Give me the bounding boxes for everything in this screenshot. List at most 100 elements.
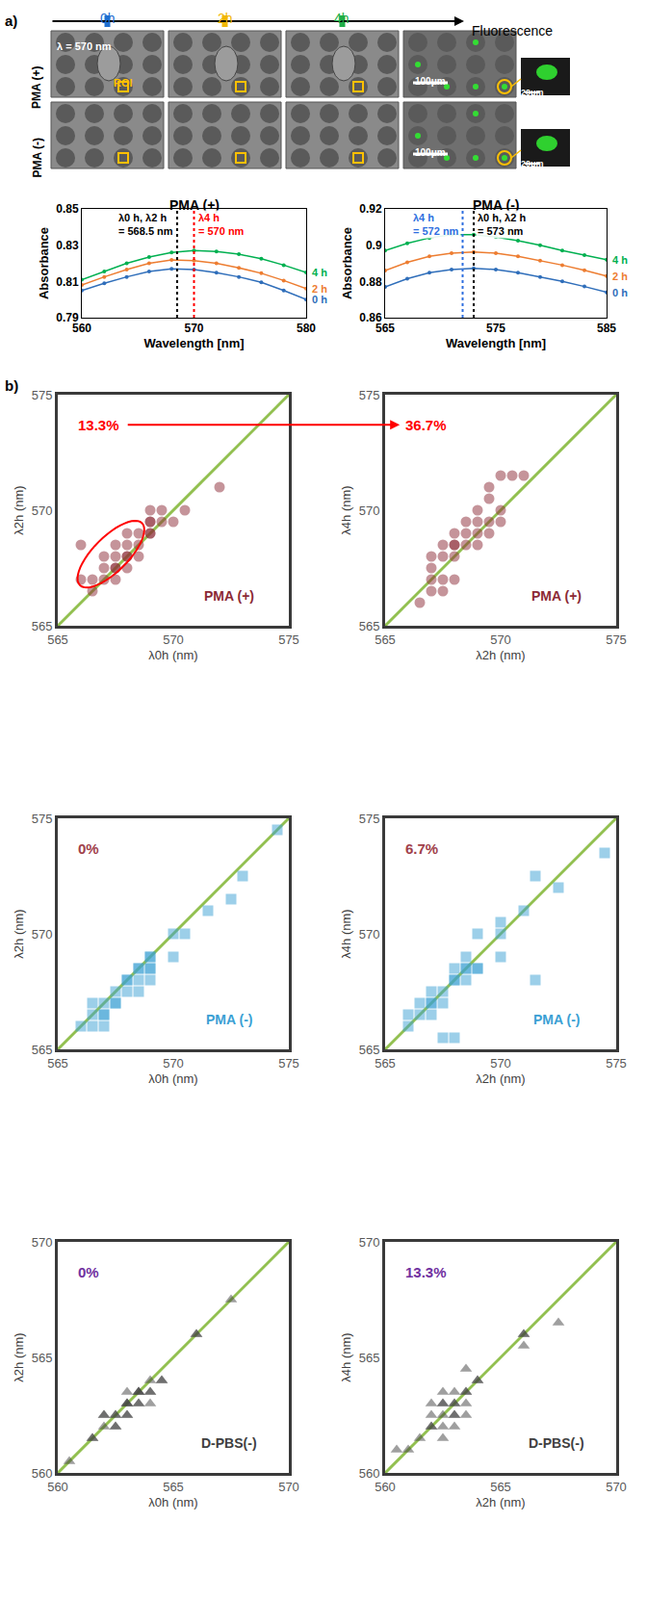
svg-text:585: 585 — [596, 321, 617, 336]
svg-text:560: 560 — [359, 1466, 381, 1481]
svg-text:Absorbance: Absorbance — [36, 227, 52, 300]
svg-text:PMA (-): PMA (-) — [472, 197, 519, 213]
svg-text:575: 575 — [278, 1056, 300, 1071]
svg-text:PMA (-): PMA (-) — [206, 1011, 253, 1028]
svg-text:570: 570 — [162, 632, 184, 647]
svg-text:20μm: 20μm — [520, 87, 544, 98]
svg-text:0.9: 0.9 — [365, 238, 383, 253]
svg-text:0.79: 0.79 — [55, 310, 79, 325]
svg-text:Absorbance: Absorbance — [339, 227, 355, 300]
svg-text:13.3%: 13.3% — [77, 416, 120, 434]
svg-text:Wavelength [nm]: Wavelength [nm] — [445, 336, 546, 351]
svg-text:575: 575 — [278, 632, 300, 647]
svg-text:570: 570 — [278, 1479, 300, 1495]
svg-text:0h: 0h — [100, 10, 116, 26]
svg-text:λ4h (nm): λ4h (nm) — [338, 485, 354, 535]
svg-text:575: 575 — [486, 321, 506, 336]
svg-text:565: 565 — [374, 1056, 396, 1071]
svg-text:570: 570 — [490, 632, 512, 647]
svg-text:PMA (-): PMA (-) — [533, 1011, 580, 1028]
svg-text:λ2h (nm): λ2h (nm) — [475, 647, 525, 663]
svg-text:570: 570 — [359, 927, 381, 942]
svg-text:560: 560 — [31, 1466, 53, 1481]
svg-text:λ4 h= 570 nm: λ4 h= 570 nm — [198, 211, 245, 237]
svg-text:560: 560 — [374, 1479, 396, 1495]
svg-text:565: 565 — [31, 1042, 53, 1058]
svg-text:575: 575 — [605, 632, 627, 647]
svg-text:570: 570 — [31, 1235, 53, 1250]
svg-text:565: 565 — [490, 1479, 512, 1495]
svg-text:λ4h (nm): λ4h (nm) — [338, 1332, 354, 1382]
svg-text:565: 565 — [359, 1350, 381, 1366]
svg-text:PMA (+): PMA (+) — [169, 197, 220, 213]
svg-text:λ0h (nm): λ0h (nm) — [148, 1071, 198, 1087]
svg-text:0.88: 0.88 — [359, 275, 383, 289]
svg-text:PMA (+): PMA (+) — [204, 588, 255, 604]
svg-text:λ2h (nm): λ2h (nm) — [475, 1071, 525, 1087]
svg-text:560: 560 — [72, 321, 92, 336]
svg-text:λ4 h= 572 nm: λ4 h= 572 nm — [413, 211, 460, 237]
svg-text:0.83: 0.83 — [55, 238, 79, 253]
svg-text:565: 565 — [375, 321, 395, 336]
svg-text:565: 565 — [31, 619, 53, 634]
svg-text:565: 565 — [47, 1056, 69, 1071]
svg-text:570: 570 — [359, 503, 381, 518]
svg-text:4 h: 4 h — [311, 266, 328, 279]
svg-text:λ = 570 nm: λ = 570 nm — [56, 40, 112, 52]
svg-text:2h: 2h — [217, 10, 233, 26]
svg-text:λ2h (nm): λ2h (nm) — [11, 1332, 26, 1382]
svg-text:565: 565 — [359, 1042, 381, 1058]
svg-text:575: 575 — [605, 1056, 627, 1071]
svg-text:565: 565 — [374, 632, 396, 647]
svg-text:565: 565 — [47, 632, 69, 647]
svg-text:575: 575 — [31, 388, 53, 403]
svg-text:575: 575 — [359, 388, 381, 403]
svg-text:D-PBS(-): D-PBS(-) — [528, 1435, 585, 1451]
svg-text:0%: 0% — [77, 840, 100, 857]
svg-text:13.3%: 13.3% — [405, 1264, 447, 1281]
svg-text:0 h: 0 h — [311, 293, 328, 306]
svg-text:6.7%: 6.7% — [405, 840, 439, 857]
svg-text:λ0 h, λ2 h= 573 nm: λ0 h, λ2 h= 573 nm — [477, 211, 526, 237]
svg-text:PMA (+): PMA (+) — [531, 588, 582, 604]
svg-text:4h: 4h — [334, 10, 350, 26]
svg-text:2 h: 2 h — [612, 270, 628, 283]
svg-text:ROI: ROI — [113, 77, 133, 89]
svg-text:λ2h (nm): λ2h (nm) — [475, 1495, 525, 1510]
svg-text:570: 570 — [359, 1235, 381, 1250]
svg-text:D-PBS(-): D-PBS(-) — [201, 1435, 258, 1451]
svg-text:100μm: 100μm — [414, 147, 446, 158]
svg-text:575: 575 — [31, 811, 53, 827]
svg-text:570: 570 — [605, 1479, 627, 1495]
svg-text:λ0h (nm): λ0h (nm) — [148, 1495, 198, 1510]
svg-text:580: 580 — [296, 321, 316, 336]
svg-text:570: 570 — [31, 503, 53, 518]
svg-text:0.81: 0.81 — [55, 275, 79, 289]
svg-text:570: 570 — [490, 1056, 512, 1071]
svg-text:565: 565 — [359, 619, 381, 634]
svg-text:λ0h (nm): λ0h (nm) — [148, 647, 198, 663]
svg-text:Fluorescence: Fluorescence — [471, 23, 553, 39]
svg-text:b): b) — [4, 377, 19, 394]
svg-text:2 h: 2 h — [311, 283, 328, 295]
svg-text:0 h: 0 h — [612, 286, 628, 299]
svg-text:570: 570 — [183, 321, 204, 336]
svg-text:36.7%: 36.7% — [405, 416, 447, 434]
svg-text:a): a) — [4, 12, 18, 29]
svg-text:0.92: 0.92 — [359, 202, 383, 216]
svg-text:λ2h (nm): λ2h (nm) — [11, 485, 26, 535]
svg-text:575: 575 — [359, 811, 381, 827]
svg-text:Wavelength [nm]: Wavelength [nm] — [143, 336, 244, 351]
svg-text:560: 560 — [47, 1479, 69, 1495]
svg-text:565: 565 — [162, 1479, 184, 1495]
svg-text:λ4h (nm): λ4h (nm) — [338, 908, 354, 958]
svg-text:100μm: 100μm — [414, 76, 446, 87]
svg-text:λ0 h, λ2 h= 568.5 nm: λ0 h, λ2 h= 568.5 nm — [118, 211, 174, 237]
svg-text:570: 570 — [31, 927, 53, 942]
svg-text:PMA (-): PMA (-) — [30, 137, 45, 179]
svg-text:570: 570 — [162, 1056, 184, 1071]
svg-text:PMA (+): PMA (+) — [29, 65, 44, 109]
svg-text:0.85: 0.85 — [55, 202, 79, 216]
svg-text:4 h: 4 h — [612, 254, 628, 266]
svg-text:565: 565 — [31, 1350, 53, 1366]
